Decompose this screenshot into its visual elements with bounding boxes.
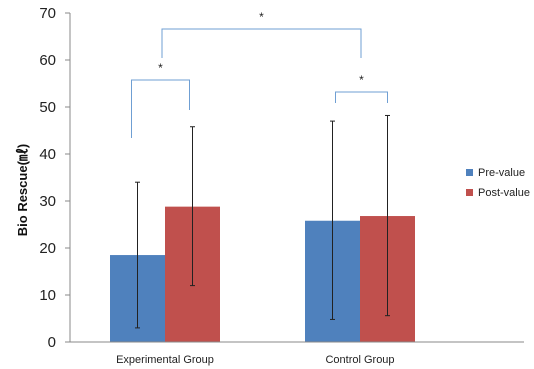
x-axis-categories: Experimental Group Control Group	[116, 354, 394, 366]
bars	[110, 206, 415, 342]
error-bars	[135, 114, 390, 329]
bracket-between-groups-star: *	[259, 10, 264, 24]
legend-label-post-value: Post-value	[478, 187, 530, 199]
y-tick-label-40: 40	[39, 146, 56, 163]
x-tick-label-0: Experimental Group	[116, 354, 214, 366]
y-tick-label-10: 10	[39, 287, 56, 304]
y-tick-label-70: 70	[39, 5, 56, 22]
bracket-control	[335, 91, 388, 103]
bracket-experimental-star: *	[158, 61, 163, 75]
legend-swatch-pre-value	[466, 169, 473, 176]
legend-label-pre-value: Pre-value	[478, 167, 525, 179]
bracket-between-groups	[161, 28, 362, 58]
y-tick-label-30: 30	[39, 193, 56, 210]
y-tick-label-20: 20	[39, 240, 56, 257]
y-tick-label-50: 50	[39, 99, 56, 116]
bracket-control-star: *	[359, 73, 364, 87]
y-tick-label-0: 0	[48, 334, 56, 351]
significance-brackets: * * *	[131, 10, 388, 138]
y-tick-label-60: 60	[39, 52, 56, 69]
y-axis-label: Bio Rescue(㎖)	[15, 144, 30, 236]
y-axis-ticks: 0 10 20 30 40 50 60 70	[39, 5, 70, 351]
bracket-experimental	[131, 79, 190, 138]
legend: Pre-value Post-value	[466, 167, 530, 199]
legend-swatch-post-value	[466, 189, 473, 196]
x-tick-label-1: Control Group	[325, 354, 394, 366]
